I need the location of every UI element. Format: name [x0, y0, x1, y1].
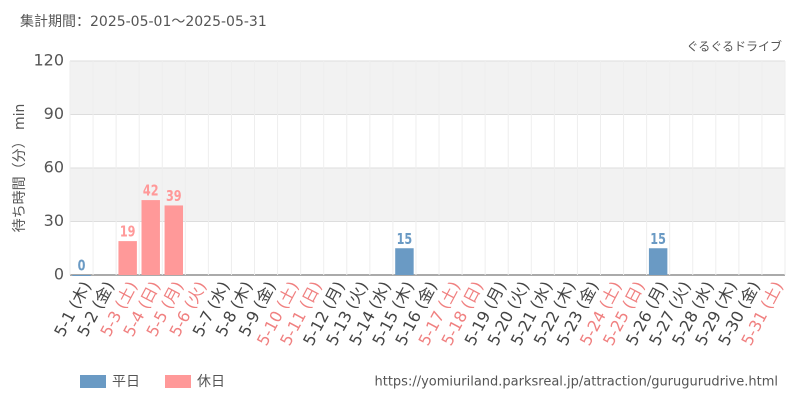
data-label: 42 [143, 183, 159, 200]
bar [164, 205, 184, 275]
y-tick-label: 60 [44, 158, 64, 177]
y-tick-label: 0 [54, 265, 64, 284]
data-label: 39 [166, 189, 182, 206]
legend-swatch [80, 375, 106, 388]
y-tick-label: 30 [44, 211, 64, 230]
data-label: 15 [650, 231, 666, 248]
bar [72, 275, 91, 276]
y-tick-label: 90 [44, 104, 64, 123]
legend-label: 休日 [197, 374, 225, 390]
data-label: 0 [78, 258, 86, 275]
legend-label: 平日 [112, 374, 140, 390]
data-label: 15 [397, 231, 413, 248]
bar [118, 241, 137, 275]
y-axis-label: 待ち時間（分） min [12, 104, 28, 233]
bar [395, 248, 414, 275]
grid-band [70, 61, 785, 115]
data-label: 19 [120, 224, 136, 241]
grid-band [70, 168, 785, 222]
subtitle: 集計期間：2025-05-01〜2025-05-31 [20, 13, 267, 30]
y-tick-label: 120 [33, 51, 64, 70]
bar [141, 200, 160, 275]
chart-title: ぐるぐるドライブ [686, 39, 782, 54]
bar [648, 248, 668, 275]
source-url: https://yomiuriland.parksreal.jp/attract… [375, 375, 779, 390]
legend-swatch [165, 375, 191, 388]
